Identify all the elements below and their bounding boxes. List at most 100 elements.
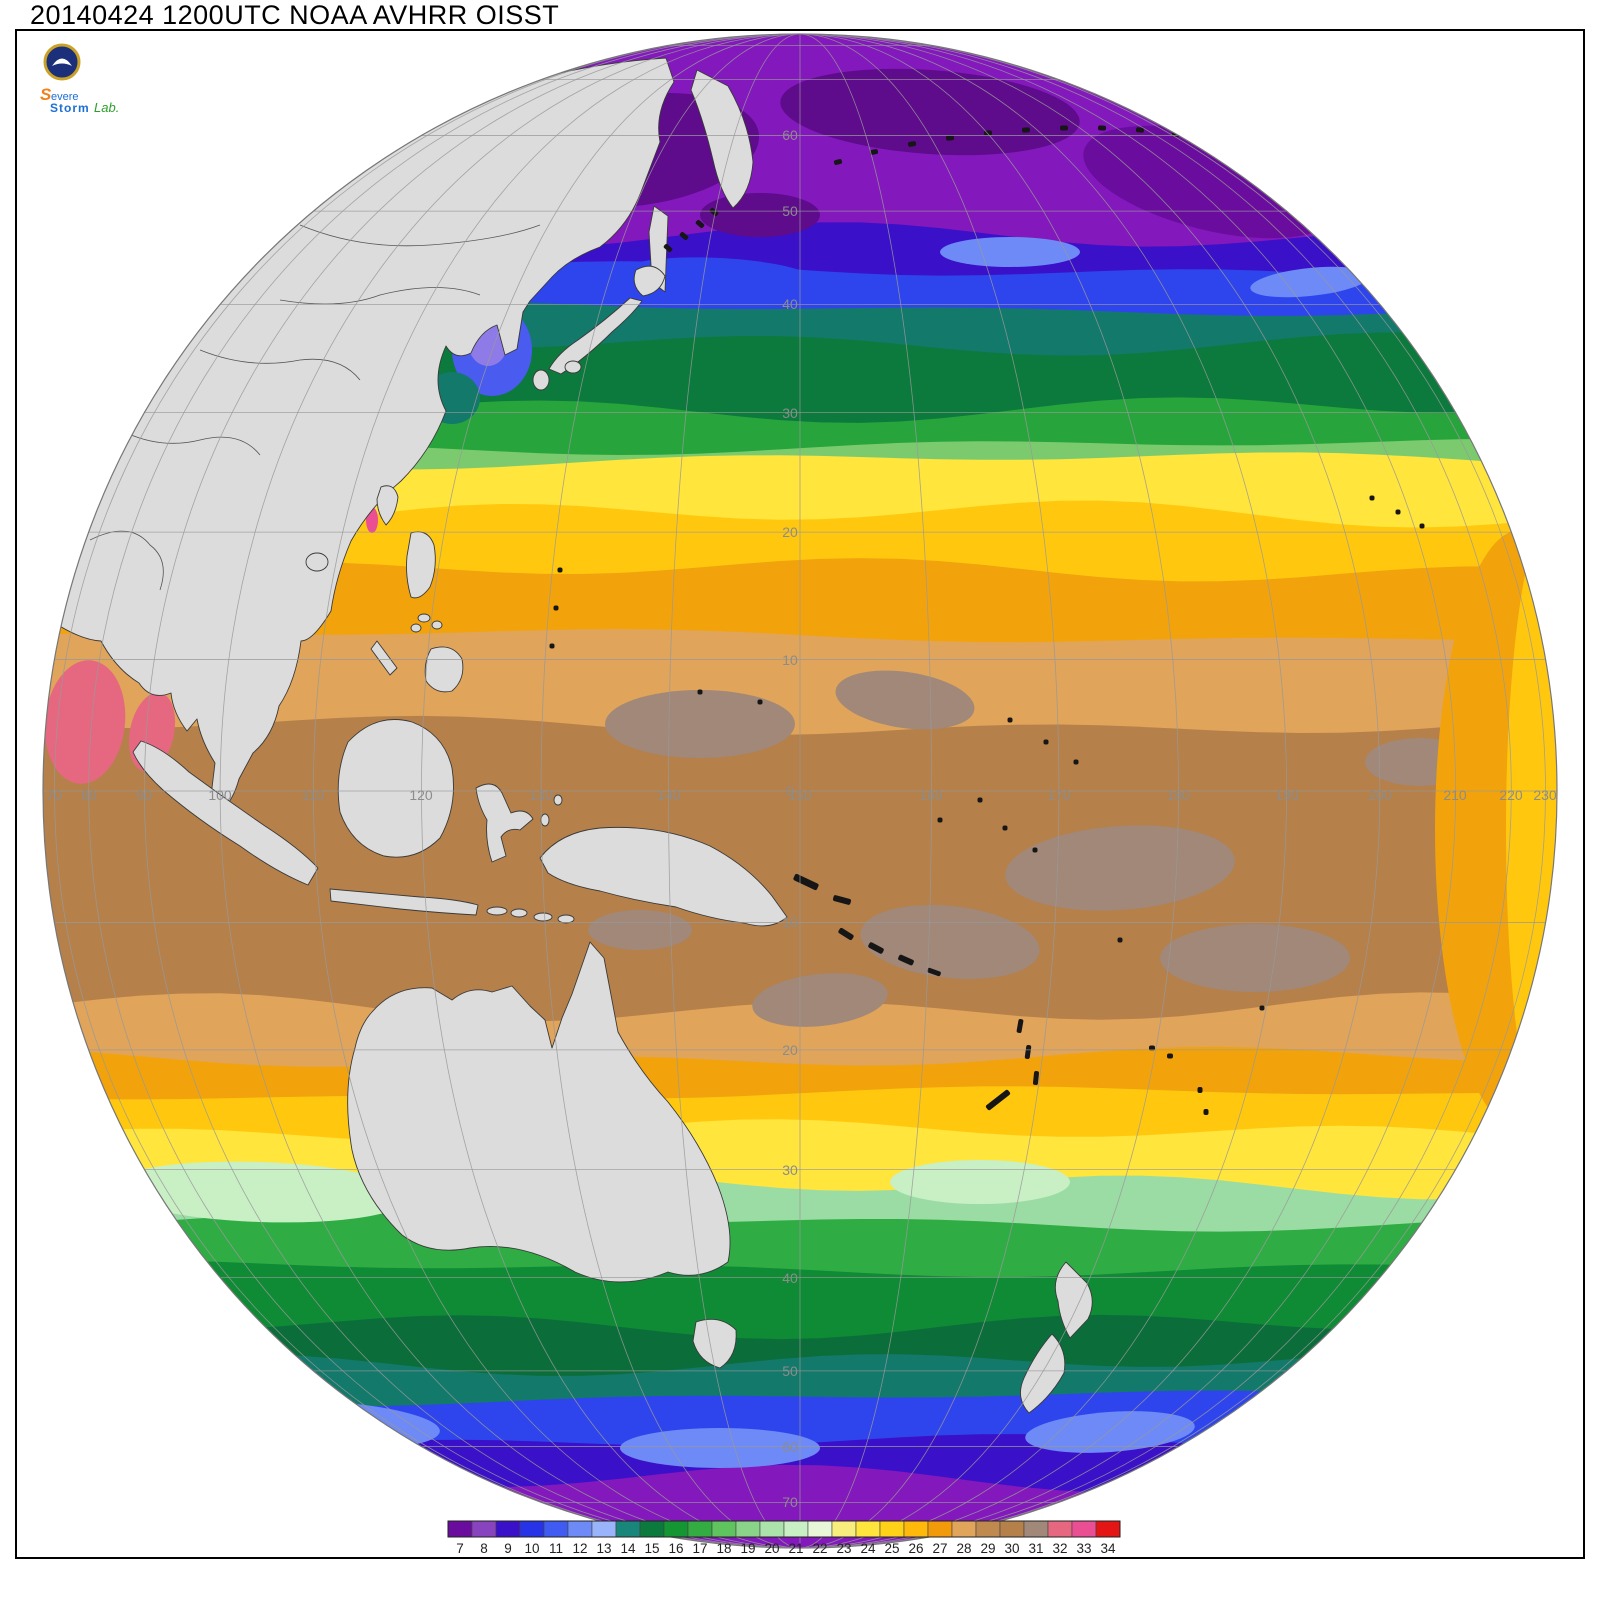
colorbar-segment <box>519 1520 545 1538</box>
sst-patch <box>1025 1411 1195 1453</box>
latitude-label: 60 <box>782 1439 798 1455</box>
longitude-label: 100 <box>208 787 232 803</box>
island <box>985 1089 1011 1111</box>
longitude-label: 200 <box>1368 787 1392 803</box>
colorbar-segment <box>1071 1520 1097 1538</box>
land-visayas <box>410 623 422 633</box>
land-australia <box>347 941 731 1283</box>
meridian-line <box>799 33 1512 1549</box>
map-title: 20140424 1200UTC NOAA AVHRR OISST <box>30 0 560 30</box>
island <box>1032 1070 1040 1086</box>
meridian-line <box>668 33 801 1549</box>
border-line <box>279 287 481 305</box>
sst-patch <box>1506 510 1557 1150</box>
island <box>832 895 852 905</box>
island <box>757 699 763 705</box>
latitude-label: 60 <box>782 127 798 143</box>
colorbar-segment <box>975 1520 1001 1538</box>
island <box>1369 495 1375 501</box>
border-line <box>299 224 541 247</box>
longitude-label: 220 <box>1499 787 1523 803</box>
colorbar: 7 8 9 10 11 12 13 14 15 16 17 18 19 20 21 22 23 24 25 26 27 2… <box>447 1520 1121 1556</box>
meridian-line <box>799 33 1287 1549</box>
colorbar-segment <box>471 1520 497 1538</box>
island <box>1032 847 1038 853</box>
colorbar-value: 7 <box>456 1541 464 1556</box>
sst-patch <box>620 1428 820 1468</box>
colorbar-segment <box>999 1520 1025 1538</box>
island <box>1043 739 1049 745</box>
colorbar-segment <box>759 1520 785 1538</box>
colorbar-value: 17 <box>692 1541 707 1556</box>
island <box>868 942 884 954</box>
land-mindanao <box>424 646 464 693</box>
border-line <box>199 349 361 381</box>
meridian-line <box>540 33 801 1549</box>
colorbar-segment <box>711 1520 737 1538</box>
land-hainan <box>305 552 329 572</box>
island <box>697 689 703 695</box>
colorbar-value: 14 <box>620 1541 636 1556</box>
sst-patch <box>605 690 795 758</box>
island <box>977 797 983 803</box>
latitude-label: 40 <box>782 1270 798 1286</box>
seal-ring <box>43 43 81 81</box>
colorbar-segment <box>831 1520 857 1538</box>
longitude-label: 80 <box>81 787 97 803</box>
colorbar-segment <box>879 1520 905 1538</box>
colorbar-segment <box>663 1520 689 1538</box>
colorbar-value: 19 <box>740 1541 755 1556</box>
colorbar-segment <box>615 1520 641 1538</box>
colorbar-value: 11 <box>549 1541 563 1556</box>
island <box>557 567 563 573</box>
colorbar-value: 18 <box>716 1541 731 1556</box>
land-honshu <box>548 297 643 375</box>
land-new-zealand-south <box>1020 1333 1066 1414</box>
meridian-line <box>54 33 801 1549</box>
island <box>907 141 917 147</box>
land-java <box>329 888 479 916</box>
colorbar-value: 34 <box>1100 1541 1116 1556</box>
logo-text-storm: Storm <box>50 101 90 115</box>
longitude-label: 70 <box>46 787 62 803</box>
island <box>1024 1044 1032 1060</box>
longitude-label: 140 <box>657 787 681 803</box>
colorbar-segment <box>1023 1520 1049 1538</box>
colorbar-value: 13 <box>596 1541 611 1556</box>
longitude-label: 160 <box>919 787 943 803</box>
island <box>945 135 955 141</box>
colorbar-value: 33 <box>1076 1541 1091 1556</box>
colorbar-segment <box>447 1520 473 1538</box>
longitude-label: 180 <box>1166 787 1190 803</box>
sst-patch <box>1160 924 1350 992</box>
island <box>1197 1087 1203 1093</box>
colorbar-segment <box>807 1520 833 1538</box>
colorbar-segment <box>591 1520 617 1538</box>
longitude-label: 130 <box>529 787 553 803</box>
colorbar-value: 27 <box>932 1541 947 1556</box>
island <box>1060 125 1068 131</box>
logo-text-evere: evere <box>51 91 79 103</box>
colorbar-value: 30 <box>1004 1541 1019 1556</box>
land-tasmania <box>692 1318 737 1369</box>
sst-patch <box>940 237 1080 267</box>
colorbar-segment <box>567 1520 593 1538</box>
land-luzon <box>406 531 436 599</box>
island <box>1002 825 1008 831</box>
land-lesser-sunda <box>533 912 553 922</box>
colorbar-value: 26 <box>908 1541 923 1556</box>
land-kyushu <box>532 369 550 391</box>
land-lesser-sunda <box>510 908 528 918</box>
land-sumatra <box>132 740 319 886</box>
island <box>679 232 689 240</box>
meridian-line <box>799 33 932 1549</box>
colorbar-value: 25 <box>884 1541 899 1556</box>
colorbar-segment <box>951 1520 977 1538</box>
island <box>869 149 879 155</box>
colorbar-value: 28 <box>956 1541 971 1556</box>
island <box>709 208 719 216</box>
land-kamchatka <box>690 69 754 209</box>
colorbar-value: 16 <box>668 1541 683 1556</box>
